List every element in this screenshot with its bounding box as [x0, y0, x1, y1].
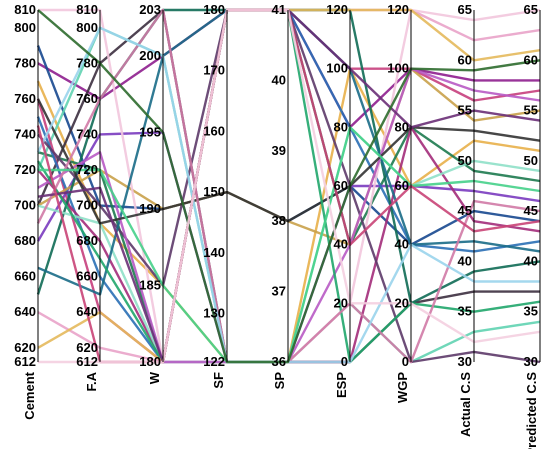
tick-label: 60	[458, 52, 472, 67]
tick-label: 100	[387, 61, 409, 76]
axis-label: SF	[211, 372, 226, 389]
tick-label: 60	[524, 52, 538, 67]
tick-label: 65	[458, 2, 472, 17]
tick-label: 620	[14, 340, 36, 355]
tick-label: 60	[395, 178, 409, 193]
tick-label: 55	[524, 103, 538, 118]
tick-label: 740	[14, 126, 36, 141]
tick-label: 800	[76, 20, 98, 35]
tick-label: 30	[458, 354, 472, 369]
tick-label: 35	[458, 304, 472, 319]
tick-label: 810	[14, 2, 36, 17]
tick-label: 80	[395, 119, 409, 134]
tick-label: 700	[76, 198, 98, 213]
tick-label: 620	[76, 340, 98, 355]
tick-label: 190	[139, 201, 161, 216]
tick-label: 160	[203, 123, 225, 138]
tick-label: 740	[76, 126, 98, 141]
tick-label: 40	[524, 253, 538, 268]
tick-label: 720	[76, 162, 98, 177]
tick-label: 780	[14, 55, 36, 70]
tick-label: 660	[14, 269, 36, 284]
tick-label: 180	[203, 2, 225, 17]
axis-label: WGP	[395, 372, 410, 403]
tick-label: 200	[139, 48, 161, 63]
tick-label: 720	[14, 162, 36, 177]
tick-label: 37	[272, 284, 286, 299]
tick-label: 40	[272, 72, 286, 87]
tick-label: 185	[139, 277, 161, 292]
axis-label: F.A	[84, 371, 99, 391]
tick-label: 80	[334, 119, 348, 134]
tick-label: 680	[14, 233, 36, 248]
tick-label: 800	[14, 20, 36, 35]
axis-label: Actual C.S	[458, 372, 473, 437]
tick-label: 40	[395, 237, 409, 252]
tick-label: 38	[272, 213, 286, 228]
tick-label: 170	[203, 63, 225, 78]
tick-label: 35	[524, 304, 538, 319]
tick-label: 41	[272, 2, 286, 17]
tick-label: 45	[524, 203, 538, 218]
axis-label: Cement	[22, 371, 37, 419]
axis-label: ESP	[334, 372, 349, 398]
tick-label: 640	[14, 304, 36, 319]
tick-label: 760	[14, 91, 36, 106]
tick-label: 612	[14, 354, 36, 369]
axis-label: W	[147, 371, 162, 384]
tick-label: 612	[76, 354, 98, 369]
tick-label: 120	[326, 2, 348, 17]
tick-label: 640	[76, 304, 98, 319]
tick-label: 50	[458, 153, 472, 168]
tick-label: 60	[334, 178, 348, 193]
tick-label: 55	[458, 103, 472, 118]
tick-label: 660	[76, 269, 98, 284]
tick-label: 30	[524, 354, 538, 369]
tick-label: 45	[458, 203, 472, 218]
tick-label: 130	[203, 305, 225, 320]
tick-label: 120	[387, 2, 409, 17]
axes: 612620640660680700720740760780800810Ceme…	[14, 2, 541, 449]
tick-label: 760	[76, 91, 98, 106]
tick-label: 180	[139, 354, 161, 369]
tick-label: 40	[334, 237, 348, 252]
tick-label: 780	[76, 55, 98, 70]
axis-label: Predicted C.S	[524, 372, 539, 449]
tick-label: 150	[203, 184, 225, 199]
tick-label: 810	[76, 2, 98, 17]
tick-label: 39	[272, 143, 286, 158]
tick-label: 140	[203, 245, 225, 260]
tick-label: 36	[272, 354, 286, 369]
tick-label: 50	[524, 153, 538, 168]
tick-label: 100	[326, 61, 348, 76]
tick-label: 0	[402, 354, 409, 369]
tick-label: 680	[76, 233, 98, 248]
tick-label: 40	[458, 253, 472, 268]
tick-label: 65	[524, 2, 538, 17]
tick-label: 122	[203, 354, 225, 369]
tick-label: 20	[395, 295, 409, 310]
tick-label: 203	[139, 2, 161, 17]
axis-label: SP	[272, 372, 287, 390]
tick-label: 0	[341, 354, 348, 369]
tick-label: 195	[139, 124, 161, 139]
tick-label: 700	[14, 198, 36, 213]
tick-label: 20	[334, 295, 348, 310]
